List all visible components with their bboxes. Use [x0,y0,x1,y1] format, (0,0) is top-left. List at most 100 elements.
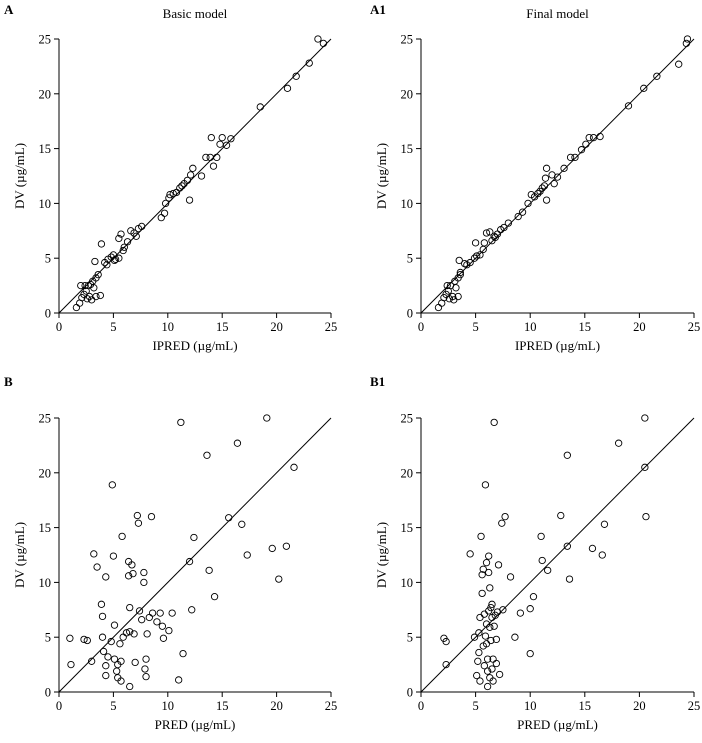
data-point [488,600,496,608]
data-point [490,418,498,427]
data-point [449,292,457,301]
x-tick-label: 10 [524,320,537,334]
panel-label: B1 [370,374,385,389]
data-point [161,199,170,208]
data-point [115,254,123,262]
data-point [186,171,195,179]
data-point [86,280,95,289]
data-point [582,140,590,148]
data-point [109,251,118,259]
data-point [111,255,120,263]
data-point [455,256,463,265]
data-point [177,418,185,427]
data-point [452,284,460,292]
data-point [87,657,96,665]
data-point [81,281,89,290]
data-point [135,607,144,615]
y-tick-label: 20 [39,466,52,480]
x-tick-label: 10 [524,699,537,713]
data-point [190,533,198,542]
data-point [442,637,450,646]
y-tick-label: 25 [39,412,52,426]
data-point [160,209,169,217]
y-tick-label: 25 [39,33,52,47]
data-point [553,173,562,181]
data-point [140,568,148,577]
data-point [473,671,481,680]
x-tick-label: 20 [633,699,646,713]
x-tick-label: 0 [56,320,62,334]
data-point [571,153,579,162]
data-point [495,670,504,679]
data-point [475,629,483,637]
data-point [537,532,545,541]
data-point [119,246,127,255]
y-tick-label: 20 [401,466,414,480]
data-point [169,189,177,198]
data-point [209,162,218,170]
data-point [120,243,128,251]
y-axis-label: DV (µg/mL) [374,143,389,209]
data-point [518,208,527,216]
data-point [176,184,184,192]
data-point [216,140,224,148]
data-point [94,270,102,279]
data-point [147,512,156,521]
data-point [585,133,593,142]
y-tick-label: 20 [401,87,414,101]
data-point [97,240,106,248]
y-tick-label: 10 [39,197,52,211]
data-point [498,519,506,527]
y-tick-label: 5 [407,252,413,266]
data-point [128,561,136,569]
data-point [470,633,479,641]
x-axis-label: IPRED (µg/mL) [152,338,237,353]
data-point [275,575,283,583]
y-tick-label: 0 [407,307,413,321]
data-point [98,633,107,641]
data-point [486,623,494,631]
data-point [165,626,173,635]
data-point [188,606,196,614]
panel-a: A Basic model 0 5 10 15 20 25 0 5 10 15 20 25 IPRED (µ… [4,2,337,353]
data-point [499,606,507,614]
data-point [482,229,491,237]
panel-label: A [4,2,14,17]
y-tick-label: 25 [401,33,414,47]
x-axis-label: PRED (µg/mL) [155,717,236,732]
x-tick-label: 5 [110,699,116,713]
data-point [148,609,157,617]
y-tick-label: 0 [407,686,413,700]
data-point [480,239,488,247]
data-point [488,665,496,673]
x-tick-label: 10 [162,320,175,334]
data-point [466,550,474,558]
data-point [142,655,150,663]
data-point [90,550,98,558]
x-tick-label: 15 [216,320,229,334]
data-point [541,174,550,182]
data-point [116,640,124,648]
data-point [93,563,101,571]
data-point [113,667,121,675]
data-point [506,573,515,581]
data-point [478,571,486,579]
data-point [305,59,313,67]
y-tick-label: 10 [39,576,52,590]
data-point [72,303,81,312]
data-point [132,232,140,240]
data-point [109,552,118,560]
data-point [168,609,176,617]
data-point [479,565,487,573]
x-tick-label: 5 [472,320,478,334]
data-point [205,566,213,574]
data-point [481,481,490,489]
data-point [225,514,233,522]
data-point [129,569,137,578]
data-point [189,164,197,172]
y-tick-label: 15 [39,521,52,535]
chart-title: Basic model [163,6,228,21]
data-point [134,519,143,527]
data-point [243,551,251,559]
